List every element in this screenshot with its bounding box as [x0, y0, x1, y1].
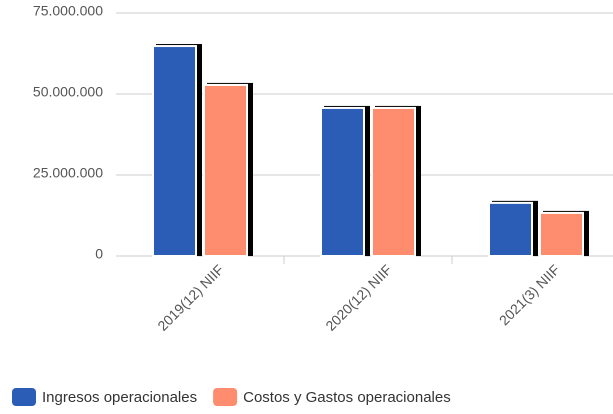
legend-label: Costos y Gastos operacionales: [243, 389, 451, 406]
bar: [488, 201, 533, 257]
bar: [539, 211, 584, 258]
y-tick-label: 0: [95, 246, 103, 262]
bar: [371, 106, 416, 257]
y-tick-label: 25.000.000: [33, 165, 103, 181]
bar: [203, 83, 248, 258]
y-tick-label: 50.000.000: [33, 84, 103, 100]
legend: Ingresos operacionales Costos y Gastos op…: [12, 388, 451, 406]
legend-swatch: [12, 388, 36, 406]
x-tick-label: 2019(12) NIIF: [154, 261, 226, 333]
legend-label: Ingresos operacionales: [42, 389, 197, 406]
bar: [320, 106, 365, 257]
x-tick-label: 2020(12) NIIF: [322, 261, 394, 333]
y-tick-label: 75.000.000: [33, 3, 103, 19]
bar: [152, 45, 197, 257]
x-tick-label: 2021(3) NIIF: [496, 261, 563, 328]
legend-swatch: [213, 388, 238, 406]
